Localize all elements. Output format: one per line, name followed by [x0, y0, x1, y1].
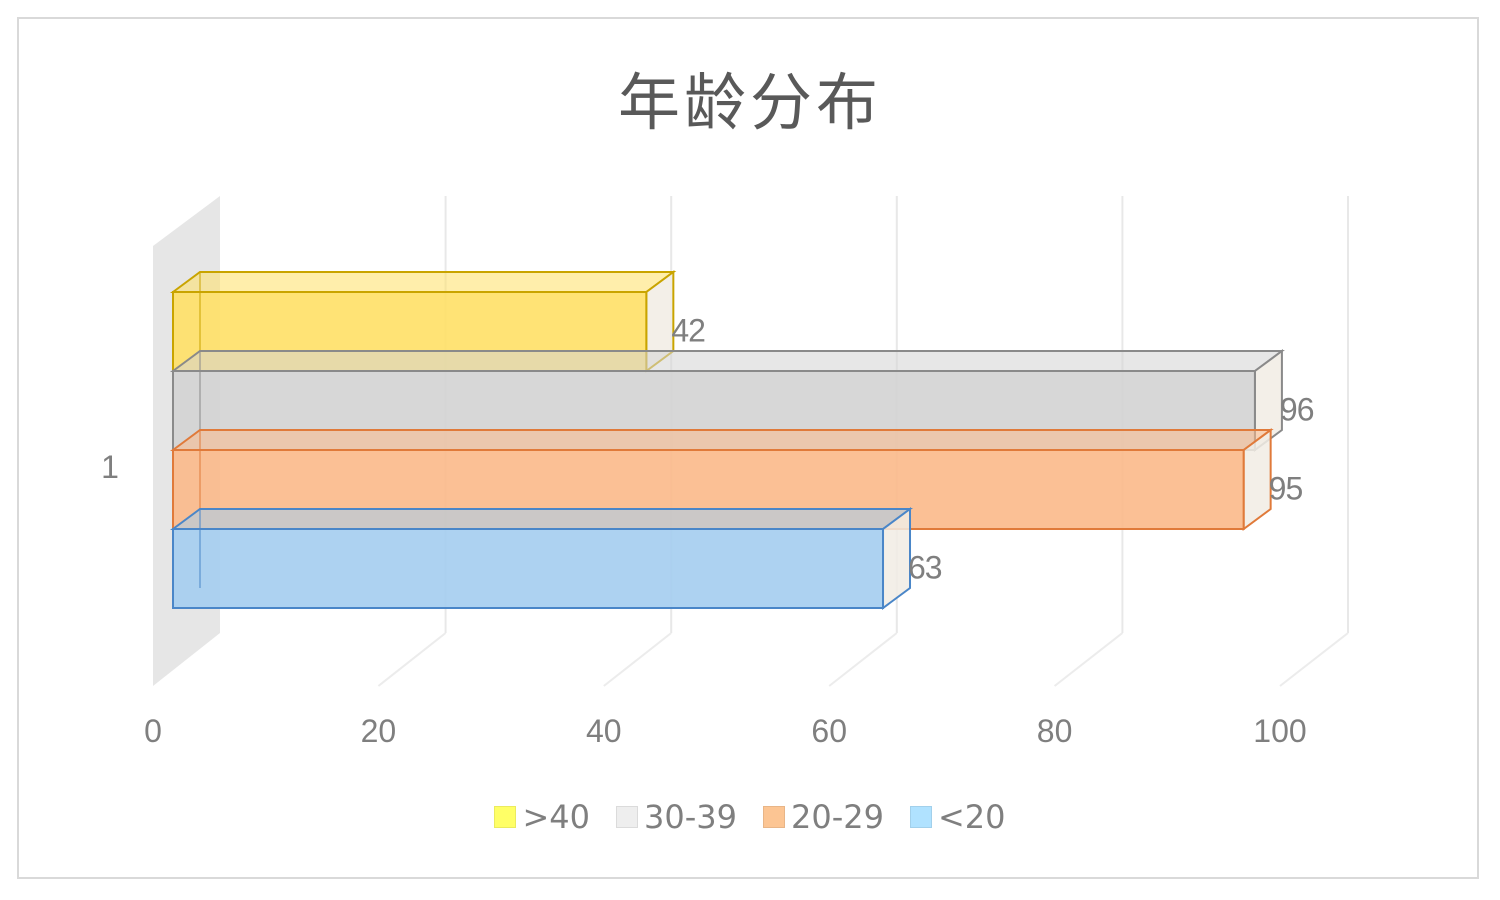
x-tick-label: 20: [361, 713, 397, 749]
floor-gridline: [377, 632, 447, 687]
legend-item: >40: [494, 798, 590, 836]
bar-front-face: [172, 528, 885, 609]
legend-swatch: [616, 806, 639, 828]
legend-item: 30-39: [616, 798, 737, 836]
data-label: 63: [908, 550, 942, 586]
floor-gridline: [828, 632, 898, 687]
data-label: 42: [671, 313, 705, 349]
floor-gridline: [1053, 632, 1124, 687]
x-tick-label: 0: [144, 713, 162, 749]
bar-top-face: [169, 350, 1285, 372]
floor-gridline: [603, 632, 672, 687]
x-tick-label: 40: [586, 713, 622, 749]
floor-gridline: [1279, 632, 1349, 687]
legend-swatch: [763, 806, 785, 828]
legend-label: >40: [522, 798, 591, 836]
chart-title: 年龄分布: [617, 66, 882, 139]
y-tick-label: 1: [101, 449, 119, 485]
bar-top-face: [169, 508, 914, 530]
legend-label: 30-39: [644, 798, 737, 836]
legend-item: 20-29: [763, 798, 884, 836]
data-label: 95: [1269, 471, 1303, 507]
x-tick-label: 80: [1037, 713, 1073, 749]
legend-swatch: [909, 806, 932, 828]
legend-item: <20: [909, 798, 1006, 836]
legend-label: 20-29: [791, 798, 884, 836]
x-tick-label: 60: [811, 713, 847, 749]
legend-swatch: [494, 806, 517, 828]
legend-label: <20: [937, 798, 1006, 836]
bar-top-face: [169, 271, 677, 293]
chart-legend: >40 30-39 20-29 <20: [0, 798, 1500, 836]
bar: 63: [169, 507, 943, 610]
bar-top-face: [169, 429, 1274, 451]
data-label: 96: [1280, 392, 1314, 428]
x-tick-label: 100: [1253, 713, 1306, 749]
